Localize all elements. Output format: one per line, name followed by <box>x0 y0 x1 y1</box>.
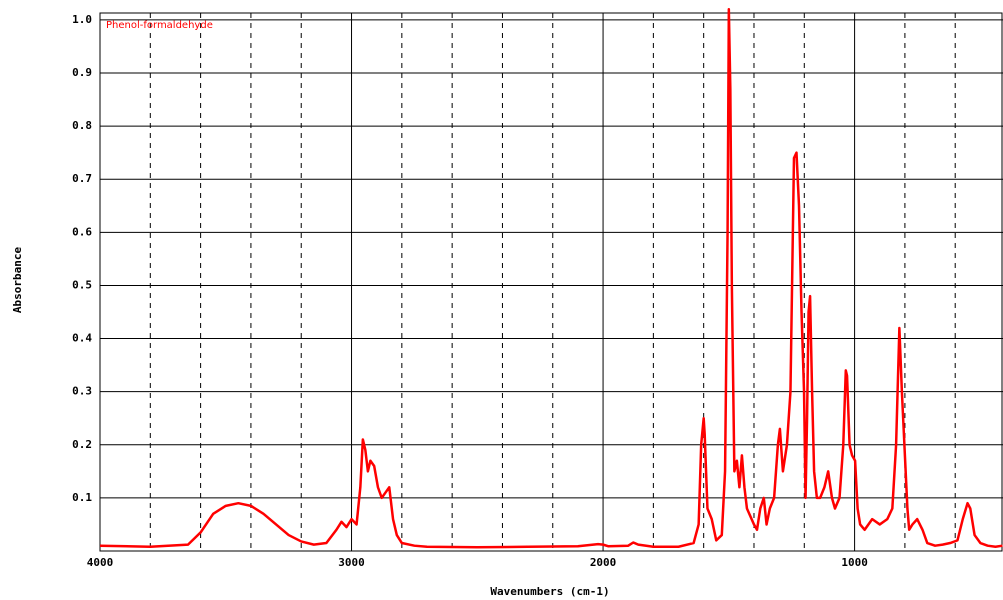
legend-label: Phenol-formaldehyde <box>106 20 213 31</box>
x-tick-label: 3000 <box>338 556 365 569</box>
x-tick-label: 2000 <box>590 556 617 569</box>
x-tick-label: 1000 <box>841 556 868 569</box>
y-tick-label: 0.3 <box>72 385 92 398</box>
y-tick-label: 0.9 <box>72 66 92 79</box>
y-tick-label: 0.1 <box>72 491 92 504</box>
y-axis-label: Absorbance <box>11 247 24 314</box>
y-tick-label: 0.7 <box>72 172 92 185</box>
y-tick-label: 0.4 <box>72 332 92 345</box>
y-tick-label: 1.0 <box>72 13 92 26</box>
y-tick-label: 0.6 <box>72 225 92 238</box>
y-tick-label: 0.5 <box>72 278 92 291</box>
y-tick-label: 0.8 <box>72 119 92 132</box>
spectrum-line <box>99 8 1003 549</box>
x-axis-label: Wavenumbers (cm-1) <box>490 585 609 598</box>
x-tick-label: 4000 <box>87 556 114 569</box>
plot-frame <box>99 12 1003 552</box>
y-tick-label: 0.2 <box>72 438 92 451</box>
